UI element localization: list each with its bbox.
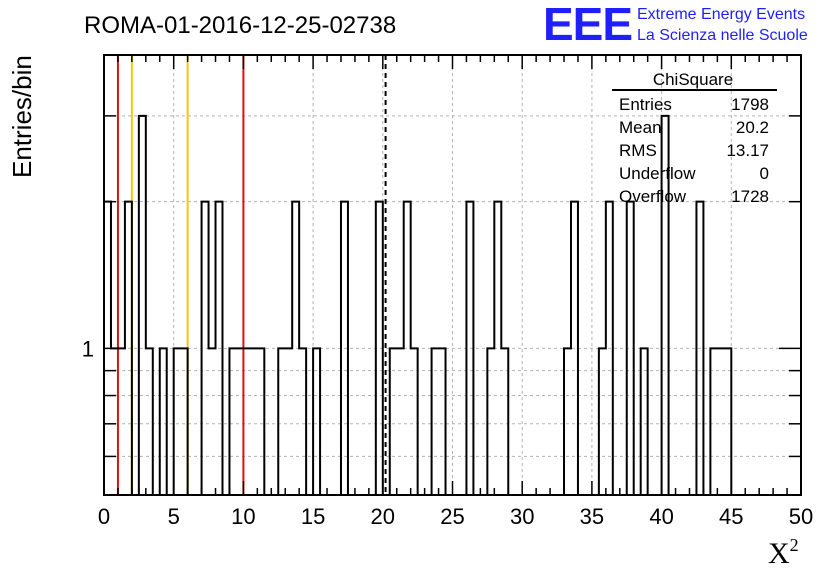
x-tick-label: 50 (789, 504, 813, 529)
x-tick-label: 30 (510, 504, 534, 529)
histogram-outline (103, 114, 801, 496)
chart-title: ROMA-01-2016-12-25-02738 (84, 12, 396, 39)
logo-mark: EEE (543, 0, 632, 50)
x-tick-label: 5 (168, 504, 180, 529)
tick-labels: 0 5 10 15 20 25 30 35 40 45 50 1 (82, 336, 813, 529)
stats-title: ChiSquare (653, 70, 733, 89)
eee-logo: EEE Extreme Energy Events La Scienza nel… (543, 0, 808, 50)
x-tick-label: 0 (98, 504, 110, 529)
stats-value-entries: 1798 (731, 95, 769, 114)
y-axis-label: Entries/bin (7, 55, 37, 178)
stats-box: ChiSquare Entries 1798 Mean 20.2 RMS 13.… (612, 70, 777, 206)
x-tick-label: 45 (719, 504, 743, 529)
stats-label-underflow: Underflow (619, 164, 696, 183)
x-tick-label: 20 (371, 504, 395, 529)
reference-lines (116, 55, 387, 495)
stats-value-underflow: 0 (760, 164, 769, 183)
x-tick-label: 40 (649, 504, 673, 529)
x-tick-label: 10 (231, 504, 255, 529)
x-axis-label: X2 (768, 535, 799, 570)
axis-ticks (103, 54, 802, 495)
stats-label-entries: Entries (619, 95, 672, 114)
stats-value-overflow: 1728 (731, 187, 769, 206)
x-tick-label: 35 (580, 504, 604, 529)
stats-value-rms: 13.17 (726, 141, 769, 160)
stats-label-rms: RMS (619, 141, 657, 160)
logo-line-1: Extreme Energy Events (637, 6, 805, 23)
stats-value-mean: 20.2 (736, 118, 769, 137)
x-tick-label: 15 (301, 504, 325, 529)
x-axis-label-main: X (768, 537, 790, 570)
y-tick-label: 1 (82, 336, 94, 361)
x-tick-label: 25 (440, 504, 464, 529)
stats-label-overflow: Overflow (619, 187, 687, 206)
x-axis-label-sup: 2 (790, 535, 799, 555)
stats-label-mean: Mean (619, 118, 662, 137)
logo-line-2: La Scienza nelle Scuole (637, 27, 808, 44)
